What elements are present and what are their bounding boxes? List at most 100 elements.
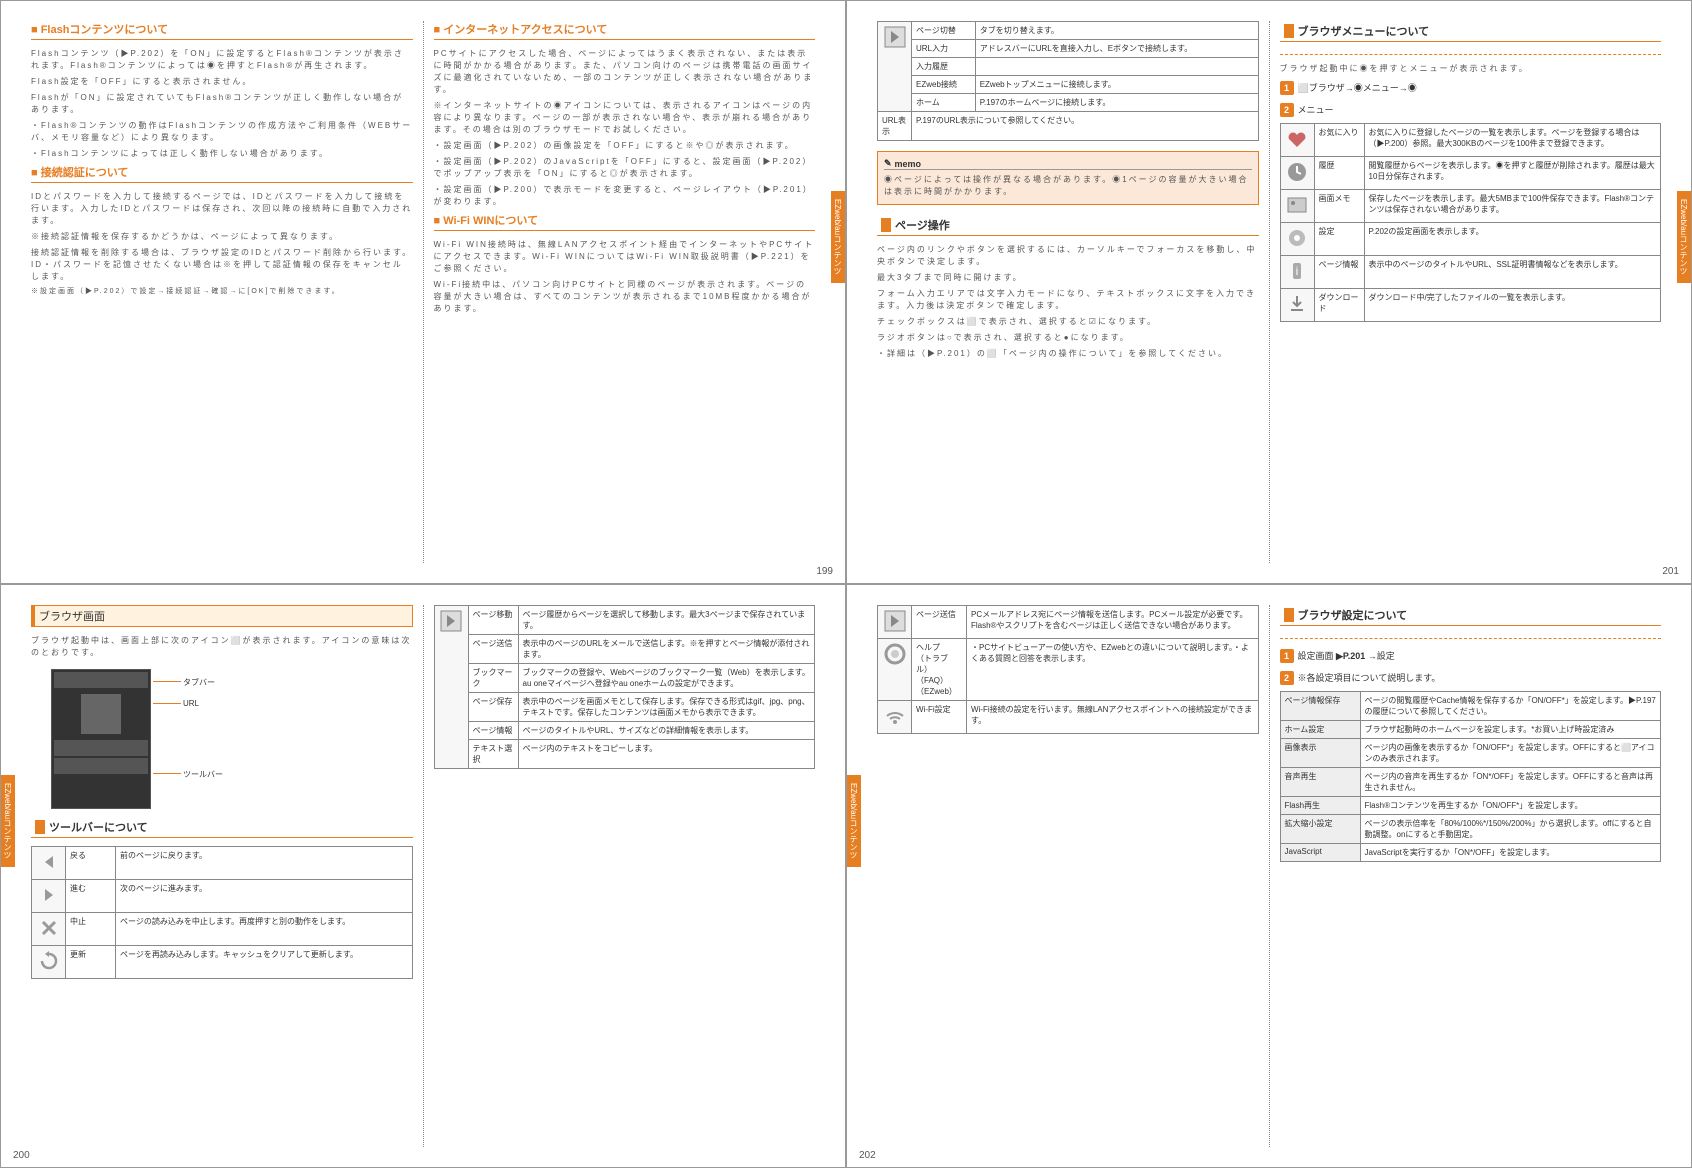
cell-desc: ブラウザ起動時のホームページを設定します。*お買い上げ時設定済み [1360,721,1661,739]
heading-text: ブラウザ設定について [1298,607,1408,623]
heading-browser: ブラウザ画面 [31,605,413,627]
para: ※インターネットサイトの◉アイコンについては、表示されるアイコンはページの内容に… [434,100,816,136]
heading-toolbar: ツールバーについて [31,817,413,838]
cell-label: ダウンロード [1314,289,1364,322]
memo-body: ◉ページによっては操作が異なる場合があります。◉1ページの容量が大きい場合は表示… [884,174,1252,198]
step-num: 2 [1280,671,1294,685]
cell-desc: PCメールアドレス宛にページ情報を送信します。PCメール設定が必要です。Flas… [967,606,1259,639]
toolbar-table: 戻る 前のページに戻ります。 進む 次のページに進みます。 中止 ページの読み込… [31,846,413,979]
step-2: 2 メニュー [1280,103,1662,117]
cell-label: テキスト選択 [468,740,518,769]
cell-desc: 表示中のページを画面メモとして保存します。保存できる形式はgif、jpg、png… [518,693,815,722]
cell-label: お気に入り [1314,124,1364,157]
cell-label: ページ送信 [912,606,967,639]
para: 接続認証情報を削除する場合は、ブラウザ設定のIDとパスワード削除から行います。I… [31,247,413,283]
forward-icon [32,880,66,913]
col-right: ブラウザメニューについて ブラウザ起動中に◉を押すとメニューが表示されます。 1… [1269,21,1662,563]
cell-label: JavaScript [1280,844,1360,862]
orange-divider [1280,638,1662,639]
help-icon [878,639,912,701]
cell-desc: 表示中のページのタイトルやURL、SSL証明書情報などを表示します。 [1364,256,1661,289]
callout-url: URL [183,699,199,708]
para: PCサイトにアクセスした場合、ページによってはうまく表示されない、または表示に時… [434,48,816,96]
clock-icon [1280,157,1314,190]
cell-label: ホーム設定 [1280,721,1360,739]
para: Wi-Fi接続中は、パソコン向けPCサイトと同様のページが表示されます。ページの… [434,279,816,315]
side-tab: EZweb/auコンテンツ [1677,191,1691,283]
reload-icon [32,946,66,979]
para: ラジオボタンは○で表示され、選択すると●になります。 [877,332,1259,344]
cell-label: 中止 [66,913,116,946]
heading-menu: ブラウザメニューについて [1280,21,1662,42]
stop-icon [32,913,66,946]
step-text: ⬜ブラウザ→◉メニュー→◉ [1298,83,1417,93]
cell-label: ページ情報 [468,722,518,740]
callout-tools: ツールバー [183,769,223,780]
cell-label: ホーム [912,94,976,112]
cell-label: ブックマーク [468,664,518,693]
cell-desc: ページの表示倍率を「80%/100%*/150%/200%」から選択します。of… [1360,815,1661,844]
para: ※接続認証情報を保存するかどうかは、ページによって異なります。 [31,231,413,243]
callout-line [153,681,181,682]
para: Flashが「ON」に設定されていてもFlash®コンテンツが正しく動作しない場… [31,92,413,116]
col-right: ページ移動 ページ履歴からページを選択して移動します。最大3ページまで保存されて… [423,605,816,1147]
cell-desc [975,58,1258,76]
step-2: 2 ※各設定項目について説明します。 [1280,671,1662,685]
callout-line [153,773,181,774]
page-number: 201 [1662,566,1679,577]
col-left: ページ送信 PCメールアドレス宛にページ情報を送信します。PCメール設定が必要で… [877,605,1259,1147]
step-num: 1 [1280,649,1294,663]
col-right: ブラウザ設定について 1設定画面 ▶P.201 →設定 2※各設定項目について説… [1269,605,1662,1147]
heading-text: ツールバーについて [49,819,148,835]
para: ・設定画面（▶P.202）の画像設定を「OFF」にすると※や◎が表示されます。 [434,140,816,152]
step-num: 2 [1280,103,1294,117]
cell-desc: ページ内の画像を表示するか「ON/OFF*」を設定します。OFFにすると⬜アイコ… [1360,739,1661,768]
cell-desc: Flash®コンテンツを再生するか「ON/OFF*」を設定します。 [1360,797,1661,815]
heading-pageop: ページ操作 [877,215,1259,236]
para: Wi-Fi WIN接続時は、無線LANアクセスポイント経由でインターネットやPC… [434,239,816,275]
next-icon [878,22,912,112]
cell-desc: ページ履歴からページを選択して移動します。最大3ページまで保存されています。 [518,606,815,635]
para-footnote: ※設定画面（▶P.202）で設定→接続認証→確認→に[OK]で削除できます。 [31,287,413,298]
svg-text:i: i [1296,264,1299,278]
heading-settings: ブラウザ設定について [1280,605,1662,626]
cell-label: 戻る [66,847,116,880]
cell-desc: ページ内の音声を再生するか「ON*/OFF」を設定します。OFFにすると音声は再… [1360,768,1661,797]
heading-text: ブラウザメニューについて [1298,23,1430,39]
cell-desc: 表示中のページのURLをメールで送信します。※を押すとページ情報が添付されます。 [518,635,815,664]
cell-desc: タブを切り替えます。 [975,22,1258,40]
heading-internet: インターネットアクセスについて [434,21,816,40]
cell-label: ページ情報保存 [1280,692,1360,721]
step-text: メニュー [1298,105,1334,115]
toolbar-table-2: ページ移動 ページ履歴からページを選択して移動します。最大3ページまで保存されて… [434,605,816,769]
page-199: Flashコンテンツについて Flashコンテンツ（▶P.202）を「ON」に設… [0,0,846,584]
side-tab: EZweb/auコンテンツ [847,775,861,867]
wifi-icon [878,701,912,734]
para: ブラウザ起動中に◉を押すとメニューが表示されます。 [1280,63,1662,75]
side-tab: EZweb/auコンテンツ [831,191,845,283]
cell-label: EZweb接続 [912,76,976,94]
cell-desc: Wi-Fi接続の設定を行います。無線LANアクセスポイントへの接続設定ができます… [967,701,1259,734]
toolbar-table-continued: ページ切替 タブを切り替えます。 URL入力 アドレスバーにURLを直接入力し、… [877,21,1259,141]
cell-desc: P.197のホームページに接続します。 [975,94,1258,112]
image-icon [1280,190,1314,223]
para: IDとパスワードを入力して接続するページでは、IDとパスワードを入力して接続を行… [31,191,413,227]
page-number: 202 [859,1150,876,1161]
col-left: Flashコンテンツについて Flashコンテンツ（▶P.202）を「ON」に設… [31,21,413,563]
step-text: ※各設定項目について説明します。 [1298,673,1441,683]
step-1: 1 ⬜ブラウザ→◉メニュー→◉ [1280,81,1662,95]
cell-label: 入力履歴 [912,58,976,76]
orange-divider [1280,54,1662,55]
menu-table-continued: ページ送信 PCメールアドレス宛にページ情報を送信します。PCメール設定が必要で… [877,605,1259,734]
cell-label: 画面メモ [1314,190,1364,223]
cell-label: Flash再生 [1280,797,1360,815]
heading-text: ページ操作 [895,217,950,233]
memo-title: memo [895,159,922,169]
cell-desc: ページの読み込みを中止します。再度押すと別の動作をします。 [116,913,413,946]
heading-text: ブラウザ画面 [39,611,105,623]
para: ・Flash®コンテンツの動作はFlashコンテンツの作成方法やご利用条件（WE… [31,120,413,144]
memo-header: ✎memo [884,158,1252,170]
cell-desc: ページのタイトルやURL、サイズなどの詳細情報を表示します。 [518,722,815,740]
page-number: 199 [816,566,833,577]
step-num: 1 [1280,81,1294,95]
